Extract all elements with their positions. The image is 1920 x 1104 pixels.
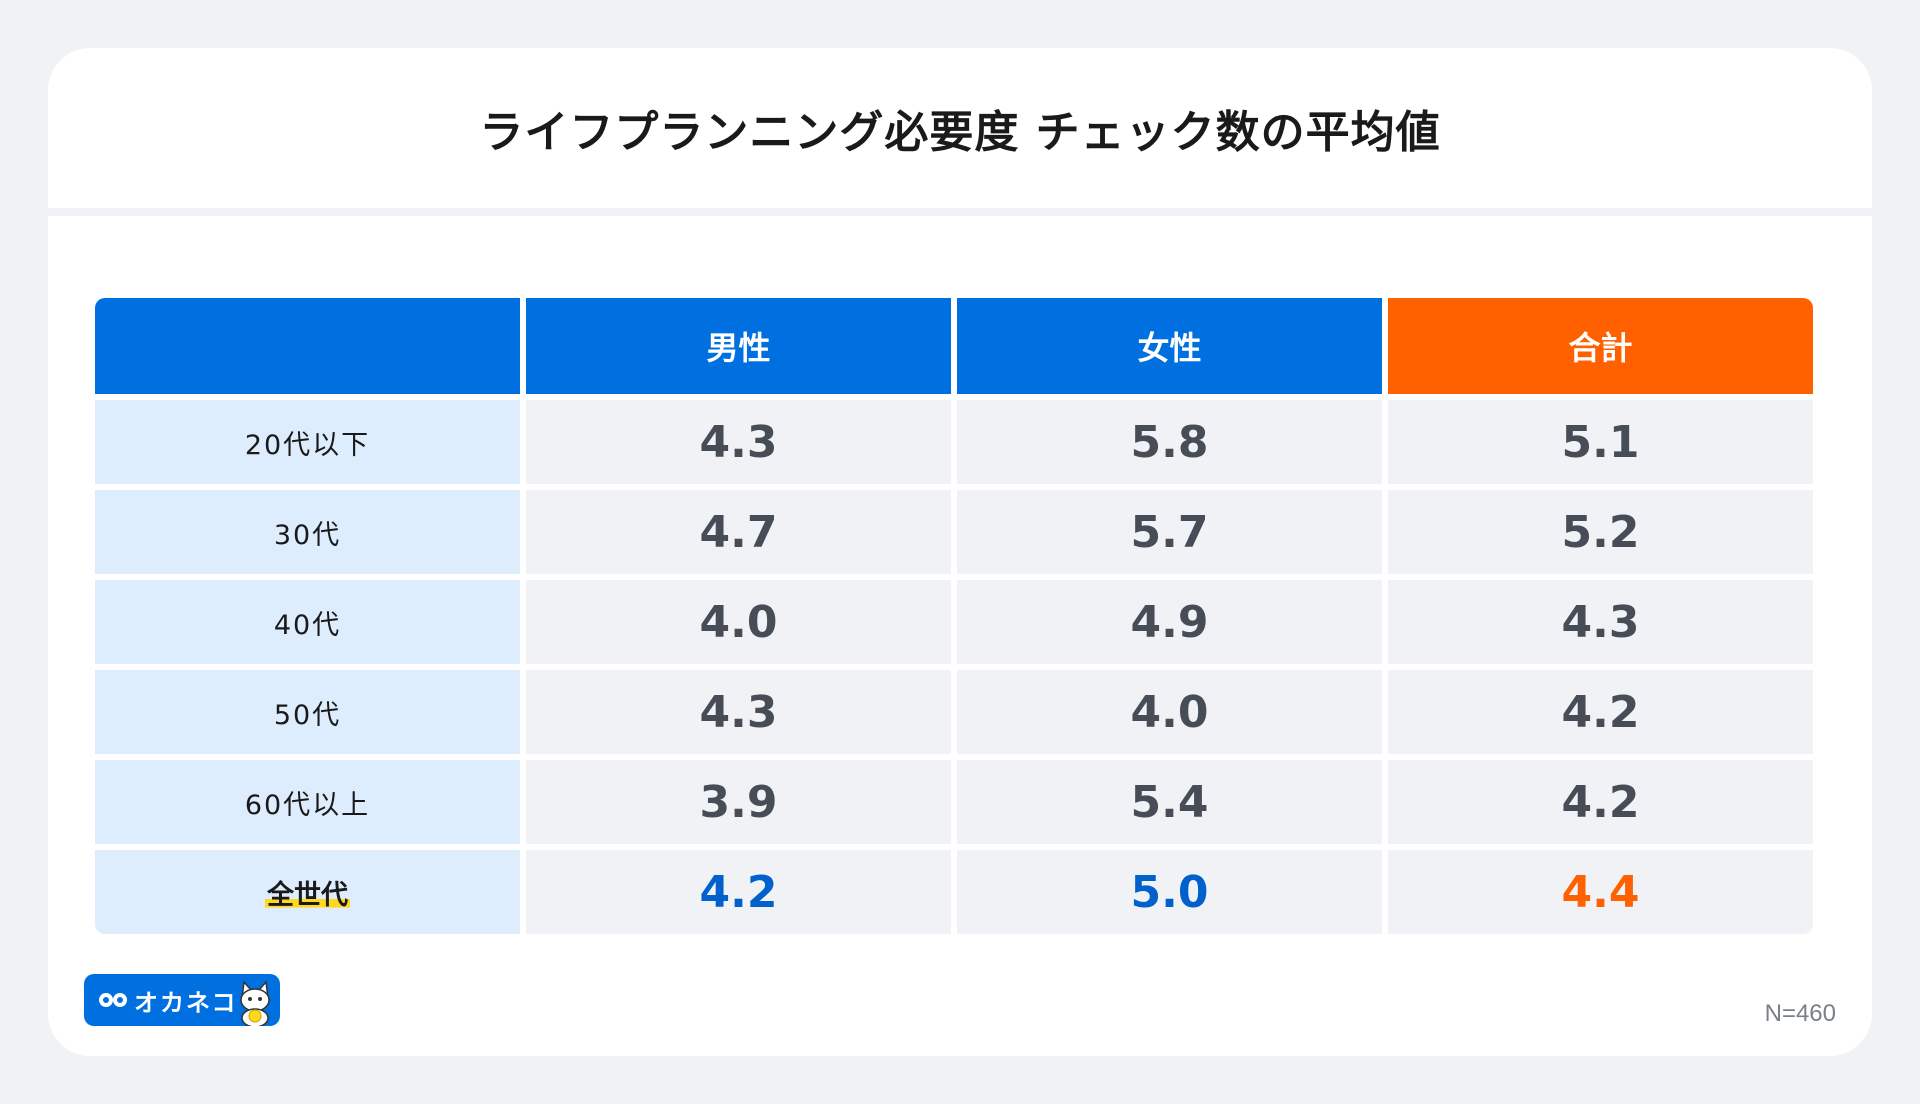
row-label: 50代 — [95, 670, 520, 754]
card: ライフプランニング必要度 チェック数の平均値 男性 女性 合計 20代以下 4.… — [48, 48, 1872, 1056]
logo-text: オカネコ — [134, 988, 238, 1017]
divider — [48, 208, 1872, 216]
sample-size-note: N=460 — [1764, 1000, 1836, 1027]
cell-female: 4.0 — [957, 670, 1382, 754]
cell-total: 4.3 — [1388, 580, 1813, 664]
cell-male: 4.3 — [526, 400, 951, 484]
header-row: 男性 女性 合計 — [95, 298, 1813, 394]
cell-total: 5.1 — [1388, 400, 1813, 484]
highlighted-label: 全世代 — [265, 879, 350, 911]
title-area: ライフプランニング必要度 チェック数の平均値 — [48, 48, 1872, 208]
cat-mascot-icon — [240, 980, 270, 1026]
table-row: 50代 4.3 4.0 4.2 — [95, 670, 1813, 754]
header-corner — [95, 298, 520, 394]
cell-total: 4.4 — [1388, 850, 1813, 934]
row-label: 60代以上 — [95, 760, 520, 844]
table-row: 30代 4.7 5.7 5.2 — [95, 490, 1813, 574]
table-row: 60代以上 3.9 5.4 4.2 — [95, 760, 1813, 844]
cell-total: 5.2 — [1388, 490, 1813, 574]
cell-total: 4.2 — [1388, 760, 1813, 844]
cell-male: 4.2 — [526, 850, 951, 934]
cell-female: 5.8 — [957, 400, 1382, 484]
table-row: 20代以下 4.3 5.8 5.1 — [95, 400, 1813, 484]
header-female: 女性 — [957, 298, 1382, 394]
row-label: 40代 — [95, 580, 520, 664]
cell-total: 4.2 — [1388, 670, 1813, 754]
table-row: 40代 4.0 4.9 4.3 — [95, 580, 1813, 664]
cell-male: 4.3 — [526, 670, 951, 754]
header-total: 合計 — [1388, 298, 1813, 394]
cell-male: 3.9 — [526, 760, 951, 844]
cell-female: 5.0 — [957, 850, 1382, 934]
table-row-total: 全世代 4.2 5.0 4.4 — [95, 850, 1813, 934]
data-table: 男性 女性 合計 20代以下 4.3 5.8 5.1 30代 4.7 5.7 5… — [89, 292, 1819, 940]
page-title: ライフプランニング必要度 チェック数の平均値 — [479, 107, 1441, 158]
header-male: 男性 — [526, 298, 951, 394]
row-label: 30代 — [95, 490, 520, 574]
row-label-all: 全世代 — [95, 850, 520, 934]
cell-male: 4.0 — [526, 580, 951, 664]
cell-female: 4.9 — [957, 580, 1382, 664]
row-label: 20代以下 — [95, 400, 520, 484]
cell-female: 5.7 — [957, 490, 1382, 574]
okaneko-logo: オカネコ — [84, 974, 280, 1026]
cell-male: 4.7 — [526, 490, 951, 574]
logo-mark-icon — [99, 993, 127, 1007]
cell-female: 5.4 — [957, 760, 1382, 844]
